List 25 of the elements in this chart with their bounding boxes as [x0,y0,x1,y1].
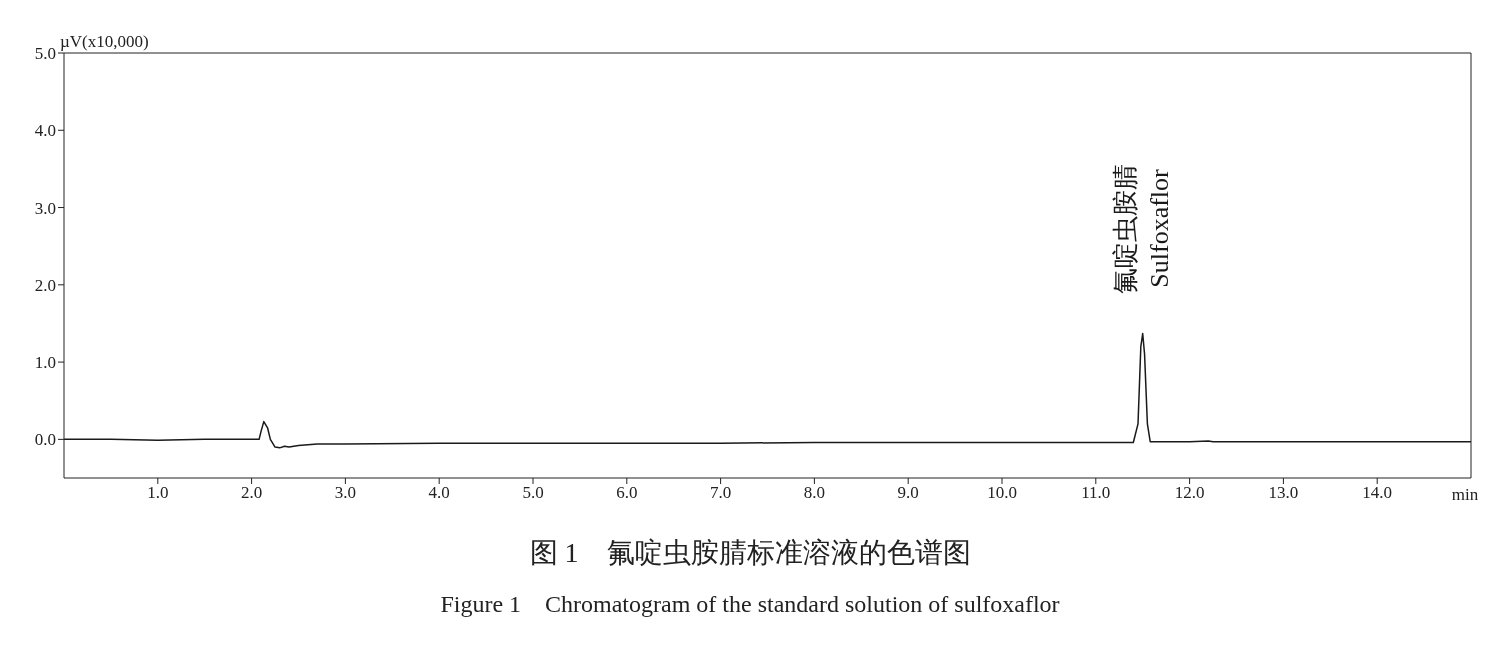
x-tick-label: 6.0 [616,483,638,503]
x-tick-label: 3.0 [334,483,357,503]
y-tick-label: 2.0 [34,275,56,295]
x-tick-label: 10.0 [987,483,1017,503]
x-tick-label: 5.0 [522,483,544,503]
x-tick-label: 1.0 [147,483,169,503]
x-tick-label: 13.0 [1268,483,1299,503]
x-tick-label: 11.0 [1081,483,1111,503]
x-axis-title: min [1451,485,1479,504]
x-tick-label: 4.0 [428,483,450,503]
x-tick-label: 14.0 [1362,483,1393,503]
y-tick-label: 1.0 [34,353,56,373]
y-axis-title: µV(x10,000) [60,32,149,51]
text: 图 1 氟啶虫胺腈标准溶液的色谱图 [528,536,972,570]
annotation: 氟啶虫胺腈 Sulfoxaflor [1111,163,1175,294]
y-tick-label: 4.0 [34,121,56,141]
text: Figure 1 Chromatogram of the standard solution of sulfoxaflor [439,590,1061,619]
x-tick-label: 12.0 [1174,483,1205,503]
x-tick-label: 9.0 [897,483,919,503]
x-tick-label: 7.0 [709,483,732,503]
y-tick-label: 0.0 [34,430,56,450]
y-tick-label: 5.0 [34,44,56,64]
x-tick-label: 8.0 [803,483,826,503]
y-tick-label: 3.0 [34,198,56,218]
x-tick-label: 2.0 [240,483,263,503]
